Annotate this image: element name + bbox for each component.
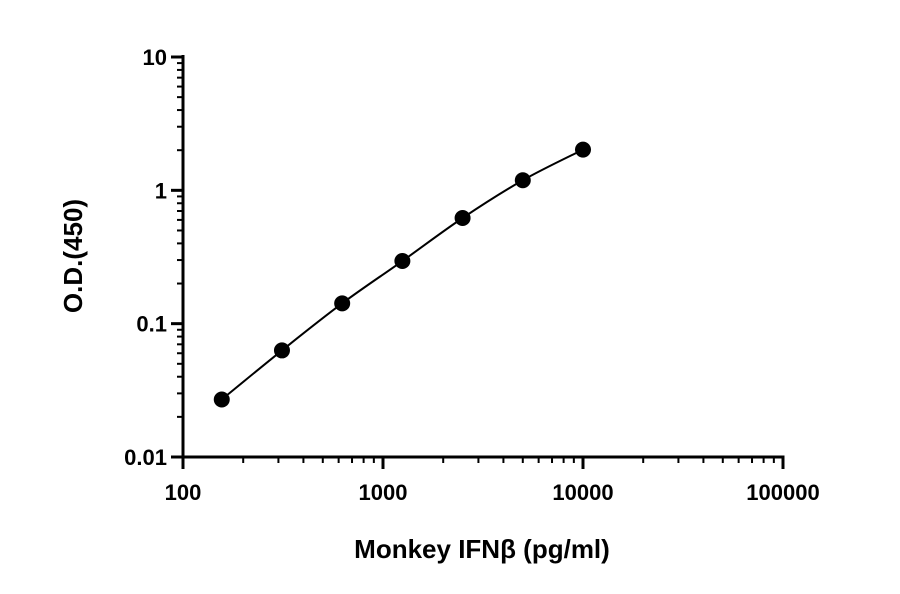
x-tick-label: 10000 (552, 480, 613, 505)
data-point (454, 210, 471, 227)
x-tick-label: 100 (165, 480, 202, 505)
x-tick-label: 100000 (746, 480, 819, 505)
fit-curve-layer (221, 148, 584, 401)
data-points (213, 141, 591, 408)
data-point (514, 172, 531, 189)
axes (181, 55, 785, 459)
y-tick-label: 10 (143, 45, 167, 70)
y-tick-label: 1 (155, 178, 167, 203)
x-axis-title: Monkey IFNβ (pg/ml) (354, 534, 610, 564)
y-axis-title: O.D.(450) (58, 199, 88, 313)
data-point (334, 295, 351, 312)
data-point (394, 253, 411, 270)
data-point (575, 141, 591, 158)
y-tick-label: 0.1 (136, 312, 167, 337)
data-point (273, 342, 290, 359)
data-point (213, 391, 230, 408)
x-tick-label: 1000 (359, 480, 408, 505)
fit-curve (221, 148, 584, 401)
y-tick-label: 0.01 (124, 445, 167, 470)
axis-ticks (171, 55, 785, 469)
tick-labels: 0.01 0.1 1 10 100 1000 10000 100000 (124, 45, 820, 505)
